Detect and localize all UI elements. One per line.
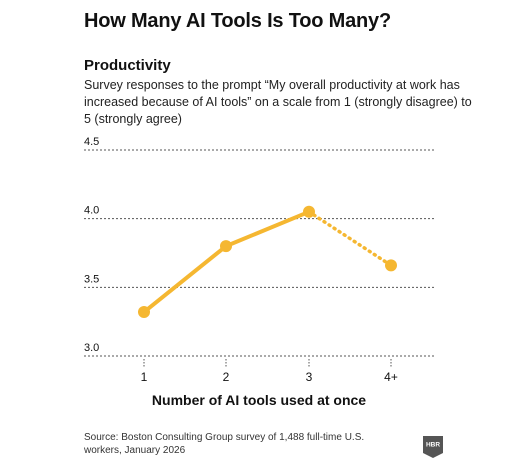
chart-description: Survey responses to the prompt “My overa… [84,78,472,126]
data-point-2 [220,240,232,253]
y-tick-label-3.5: 3.5 [84,273,99,285]
data-point-4+ [385,259,397,272]
gridlines [84,149,436,357]
data-point-1 [138,306,150,319]
series-productivity [138,205,397,319]
svg-text:HBR: HBR [426,442,440,449]
y-tick-label-4.0: 4.0 [84,205,99,217]
source-note: Source: Boston Consulting Group survey o… [84,432,365,456]
y-tick-label-3.0: 3.0 [84,342,99,354]
x-tick-label-4+: 4+ [384,370,398,384]
data-point-3 [303,205,315,218]
y-tick-label-4.5: 4.5 [84,136,99,148]
y-tick-labels: 3.0 3.5 4.0 4.5 [84,136,99,354]
hbr-logo-icon: HBR [423,436,443,458]
x-tick-label-2: 2 [223,370,230,384]
chart-title: How Many AI Tools Is Too Many? [84,10,391,32]
x-axis-label: Number of AI tools used at once [151,392,367,408]
series-line-solid [142,209,311,315]
x-tick-label-3: 3 [306,370,313,384]
series-line-dotted [307,210,393,268]
chart-subtitle: Productivity [84,57,171,74]
x-ticks: 1 2 3 4+ [141,359,398,384]
x-tick-label-1: 1 [141,370,148,384]
